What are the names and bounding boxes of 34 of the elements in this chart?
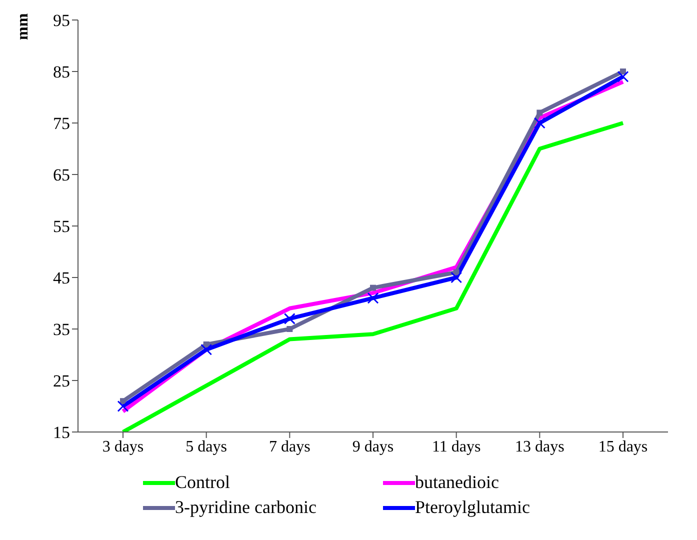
y-tick-label: 95 (53, 11, 70, 30)
y-tick-label: 75 (53, 114, 70, 134)
x-tick-label: 3 days (102, 438, 144, 456)
line-series (121, 121, 625, 432)
y-tick-label: 15 (53, 423, 70, 442)
x-tick-label: 15 days (598, 438, 648, 456)
x-tick-label: 5 days (186, 438, 227, 456)
x-tick-label: 9 days (352, 438, 394, 456)
x-tick-label: 7 days (269, 438, 310, 456)
point (367, 292, 379, 304)
point (120, 398, 126, 404)
y-tick-label: 65 (53, 166, 70, 185)
point (617, 70, 629, 82)
legend-label: Control (175, 472, 230, 493)
y-tick-label: 45 (53, 268, 70, 288)
point (450, 272, 462, 284)
y-tick-label: 35 (53, 320, 70, 340)
y-tick-label: 55 (53, 217, 70, 236)
y-tick-label: 25 (53, 372, 70, 391)
point (286, 326, 293, 332)
point (536, 110, 543, 116)
point (200, 344, 212, 356)
point (117, 400, 129, 412)
y-tick-label: 85 (53, 62, 70, 82)
x-tick-label: 13 days (515, 438, 564, 456)
point (534, 117, 546, 129)
x-tick-label: 11 days (432, 438, 481, 456)
point (284, 312, 296, 324)
point (620, 68, 626, 74)
point (370, 284, 376, 291)
legend-label: butanedioic (415, 472, 499, 493)
legend-label: 3-pyridine carbonic (175, 497, 316, 518)
y-axis-title: mm (14, 12, 32, 40)
legend-label: Pteroylglutamic (415, 497, 530, 518)
